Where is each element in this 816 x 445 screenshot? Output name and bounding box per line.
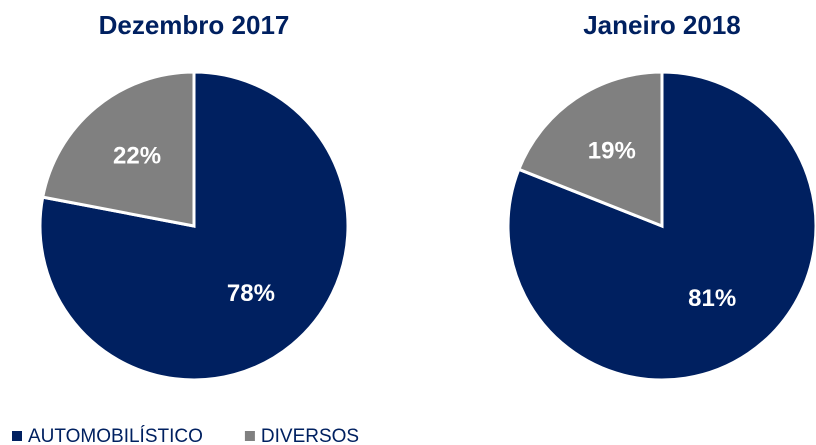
data-label: 22% bbox=[113, 143, 161, 170]
legend-swatch bbox=[12, 431, 22, 441]
chart-title: Dezembro 2017 bbox=[99, 10, 290, 40]
data-label: 81% bbox=[688, 285, 736, 312]
legend-swatch bbox=[244, 431, 255, 441]
chart-title: Janeiro 2018 bbox=[583, 10, 741, 40]
pie-slice bbox=[40, 70, 196, 228]
legend-label: AUTOMOBILÍSTICO bbox=[28, 426, 203, 445]
pie-slice bbox=[516, 70, 664, 229]
pie-slice bbox=[38, 70, 350, 382]
data-label: 78% bbox=[227, 280, 275, 307]
data-label: 19% bbox=[588, 137, 636, 164]
legend-label: DIVERSOS bbox=[261, 426, 359, 445]
